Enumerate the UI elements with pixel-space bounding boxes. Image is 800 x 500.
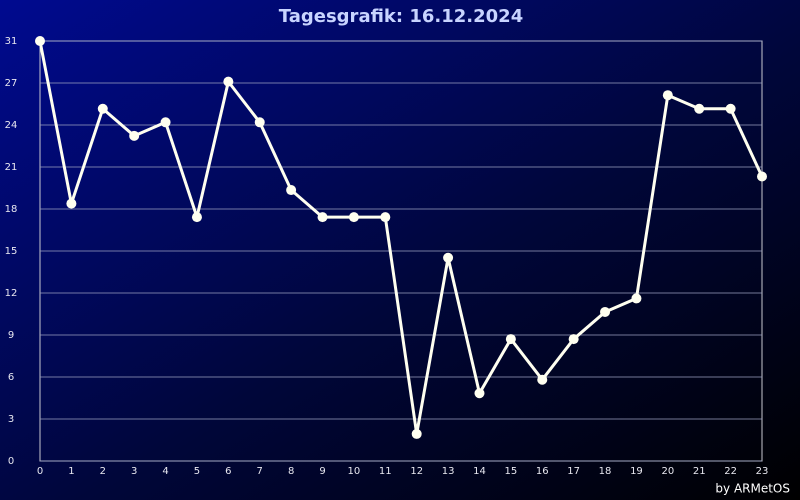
x-tick-label: 4 — [162, 466, 168, 477]
data-point — [631, 293, 642, 304]
data-point — [411, 428, 422, 439]
x-tick-label: 10 — [348, 466, 361, 477]
x-tick-label: 7 — [257, 466, 263, 477]
y-tick-label: 3 — [8, 414, 14, 425]
data-point — [757, 171, 767, 182]
x-tick-label: 21 — [693, 466, 706, 477]
data-point — [380, 212, 391, 223]
x-tick-label: 17 — [567, 466, 580, 477]
data-point — [600, 306, 611, 317]
x-tick-label: 12 — [410, 466, 423, 477]
y-tick-label: 15 — [5, 246, 18, 257]
x-tick-label: 2 — [100, 466, 106, 477]
y-tick-label: 21 — [5, 162, 18, 173]
x-tick-label: 0 — [37, 466, 43, 477]
x-tick-label: 8 — [288, 466, 294, 477]
x-tick-label: 9 — [319, 466, 325, 477]
data-point — [725, 103, 736, 114]
data-point — [474, 388, 485, 399]
y-tick-label: 0 — [8, 456, 14, 467]
x-tick-label: 3 — [131, 466, 137, 477]
data-point — [160, 117, 171, 128]
x-tick-label: 20 — [661, 466, 674, 477]
x-tick-label: 1 — [68, 466, 74, 477]
x-tick-label: 14 — [473, 466, 486, 477]
chart-title: Tagesgrafik: 16.12.2024 — [279, 6, 523, 27]
x-tick-label: 19 — [630, 466, 643, 477]
x-tick-label: 23 — [756, 466, 769, 477]
x-tick-label: 11 — [379, 466, 392, 477]
x-tick-label: 13 — [442, 466, 455, 477]
y-tick-label: 12 — [5, 288, 18, 299]
y-tick-label: 18 — [5, 204, 18, 215]
data-line — [38, 40, 764, 436]
x-tick-label: 5 — [194, 466, 200, 477]
data-point — [348, 212, 359, 223]
data-point — [35, 36, 45, 46]
y-tick-label: 9 — [8, 330, 14, 341]
data-point — [286, 185, 297, 196]
data-point — [662, 90, 673, 101]
data-point — [97, 103, 108, 114]
x-tick-label: 16 — [536, 466, 549, 477]
data-point — [191, 212, 202, 223]
x-tick-label: 6 — [225, 466, 231, 477]
data-point — [223, 76, 234, 87]
data-point — [254, 117, 265, 128]
data-point — [317, 212, 328, 223]
x-tick-label: 15 — [505, 466, 518, 477]
data-point — [505, 334, 516, 345]
data-point — [537, 374, 548, 385]
data-point — [129, 130, 140, 141]
data-point — [443, 252, 454, 263]
footer: by ARMetOS — [715, 482, 790, 496]
y-tick-label: 24 — [5, 120, 18, 131]
y-tick-label: 31 — [5, 36, 18, 47]
x-tick-label: 18 — [599, 466, 612, 477]
y-tick-label: 6 — [8, 372, 14, 383]
data-point — [568, 334, 579, 345]
data-point — [694, 103, 705, 114]
y-tick-label: 27 — [5, 78, 18, 89]
data-point — [66, 198, 77, 209]
x-tick-label: 22 — [724, 466, 737, 477]
